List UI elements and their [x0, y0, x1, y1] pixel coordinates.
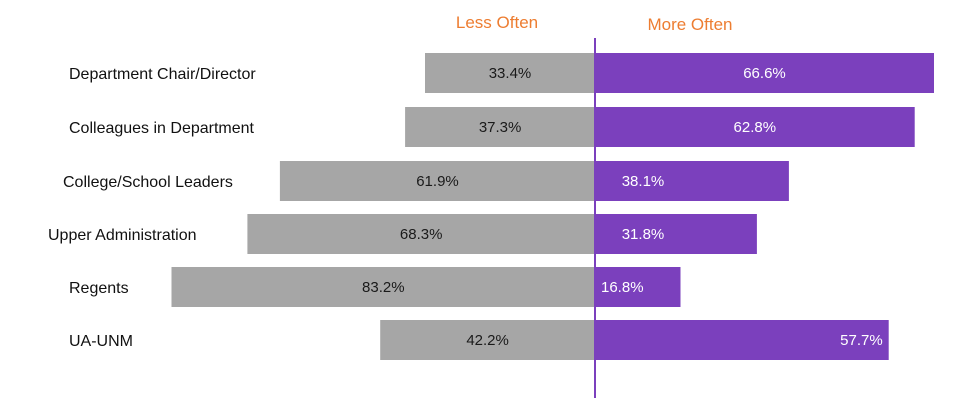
- bar-more-often-3: [595, 214, 757, 254]
- value-label-less-often-4: 83.2%: [362, 279, 405, 296]
- legend-more-often: More Often: [647, 15, 732, 34]
- value-label-less-often-1: 37.3%: [479, 119, 522, 136]
- labels-layer: Department Chair/Director 33.4% 66.6% Colle…: [48, 65, 883, 350]
- category-label-3: Upper Administration: [48, 227, 197, 244]
- category-label-4: Regents: [69, 280, 129, 297]
- value-label-less-often-3: 68.3%: [400, 226, 443, 243]
- bar-less-often-3: [247, 214, 595, 254]
- value-label-less-often-5: 42.2%: [466, 332, 509, 349]
- bar-less-often-1: [405, 107, 595, 147]
- bar-less-often-4: [171, 267, 595, 307]
- value-label-more-often-2: 38.1%: [622, 173, 665, 190]
- bar-less-often-5: [380, 320, 595, 360]
- value-label-more-often-3: 31.8%: [622, 226, 665, 243]
- bars-layer: [171, 53, 934, 360]
- bar-less-often-2: [279, 161, 595, 201]
- value-label-more-often-0: 66.6%: [743, 65, 786, 82]
- bar-more-often-1: [595, 107, 915, 147]
- legend-less-often: Less Often: [456, 13, 538, 32]
- category-label-2: College/School Leaders: [63, 174, 233, 191]
- value-label-less-often-0: 33.4%: [489, 65, 532, 82]
- value-label-more-often-5: 57.7%: [840, 332, 883, 349]
- category-label-0: Department Chair/Director: [69, 66, 256, 83]
- category-label-5: UA-UNM: [69, 333, 133, 350]
- bar-more-often-4: [595, 267, 681, 307]
- value-label-more-often-1: 62.8%: [734, 119, 777, 136]
- legend: Less Often More Often: [456, 13, 733, 34]
- bar-more-often-5: [595, 320, 889, 360]
- value-label-more-often-4: 16.8%: [601, 279, 644, 296]
- bar-more-often-2: [595, 161, 789, 201]
- category-label-1: Colleagues in Department: [69, 120, 255, 137]
- value-label-less-often-2: 61.9%: [416, 173, 459, 190]
- bar-more-often-0: [595, 53, 934, 93]
- bar-less-often-0: [425, 53, 595, 93]
